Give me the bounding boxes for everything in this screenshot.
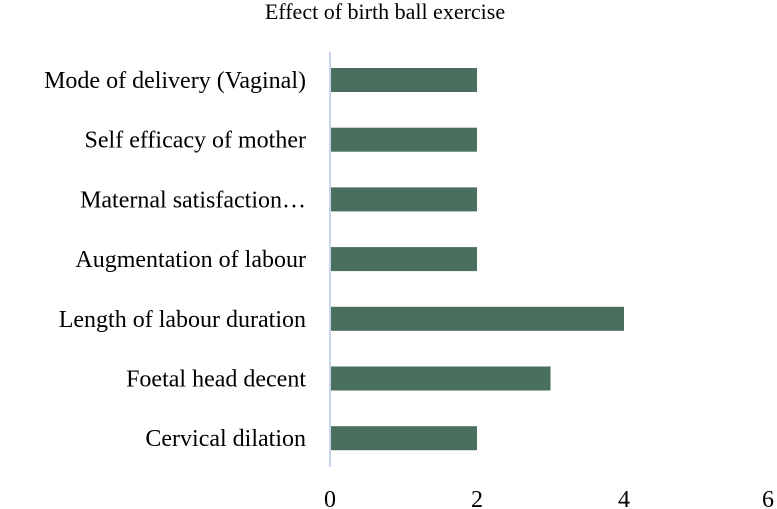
chart-title: Effect of birth ball exercise xyxy=(265,0,505,24)
bar-2 xyxy=(331,127,477,152)
bar-6 xyxy=(331,366,551,391)
category-label-1: Mode of delivery (Vaginal) xyxy=(44,68,306,94)
category-label-7: Cervical dilation xyxy=(145,426,306,452)
bar-3 xyxy=(331,187,477,212)
category-label-4: Augmentation of labour xyxy=(75,247,306,273)
bars-group xyxy=(331,68,624,451)
x-tick-label-6: 6 xyxy=(762,487,774,509)
category-label-6: Foetal head decent xyxy=(126,367,306,393)
x-tick-label-0: 0 xyxy=(324,487,336,509)
bar-7 xyxy=(331,426,477,451)
x-tick-label-4: 4 xyxy=(618,487,630,509)
bar-5 xyxy=(331,306,624,331)
category-label-5: Length of labour duration xyxy=(59,307,306,333)
category-label-2: Self efficacy of mother xyxy=(85,128,306,154)
bar-1 xyxy=(331,68,477,92)
x-tick-label-2: 2 xyxy=(471,487,483,509)
category-label-3: Maternal satisfaction… xyxy=(80,187,306,213)
category-labels-group: Mode of delivery (Vaginal) Self efficacy … xyxy=(44,68,306,452)
bar-4 xyxy=(331,247,477,272)
x-tick-labels-group: 0 2 4 6 xyxy=(324,487,774,509)
